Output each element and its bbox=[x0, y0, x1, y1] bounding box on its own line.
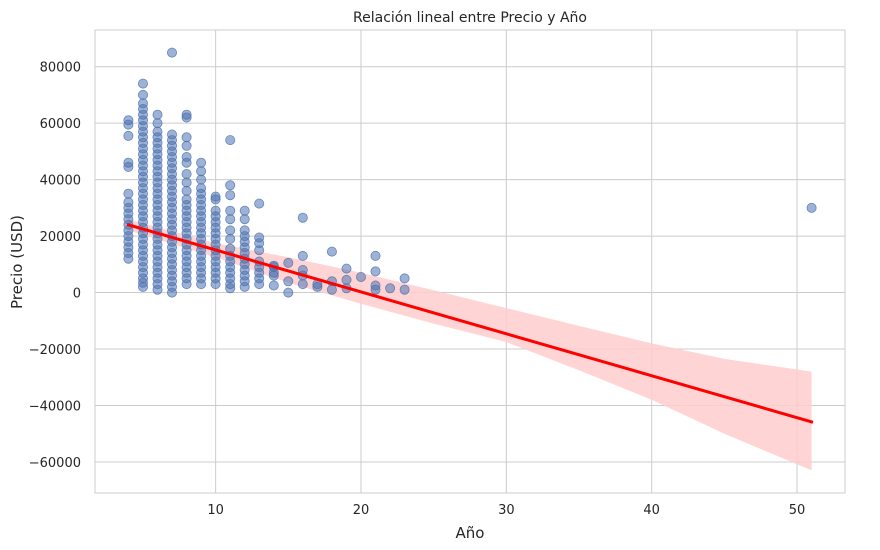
data-point bbox=[370, 250, 381, 261]
y-tick-labels: −60000 −40000 −20000 0 20000 40000 60000 80000 bbox=[29, 61, 81, 471]
data-point bbox=[181, 177, 192, 188]
x-axis-title: Año bbox=[456, 524, 485, 542]
data-point bbox=[196, 183, 207, 194]
x-tick-label: 50 bbox=[789, 503, 806, 518]
data-point bbox=[370, 266, 381, 277]
data-point bbox=[355, 271, 366, 282]
data-point bbox=[123, 130, 134, 141]
data-point bbox=[123, 115, 134, 126]
data-point bbox=[326, 284, 337, 295]
y-tick-label: 20000 bbox=[40, 230, 81, 245]
data-point bbox=[239, 205, 250, 216]
grid-lines bbox=[95, 30, 845, 493]
y-tick-label: 0 bbox=[73, 287, 81, 302]
data-point bbox=[225, 214, 236, 225]
data-point bbox=[181, 194, 192, 205]
data-point bbox=[254, 232, 265, 243]
data-point bbox=[239, 214, 250, 225]
data-point bbox=[181, 168, 192, 179]
chart-title: Relación lineal entre Precio y Año bbox=[353, 10, 587, 26]
data-point bbox=[225, 180, 236, 191]
x-tick-label: 30 bbox=[498, 503, 515, 518]
data-point bbox=[341, 263, 352, 274]
data-point bbox=[123, 188, 134, 199]
data-point bbox=[181, 140, 192, 151]
data-point bbox=[196, 157, 207, 168]
y-tick-label: 60000 bbox=[40, 117, 81, 132]
plot-frame bbox=[94, 29, 846, 494]
data-point bbox=[225, 205, 236, 216]
data-point bbox=[806, 202, 817, 213]
data-point bbox=[225, 225, 236, 236]
data-point bbox=[152, 126, 163, 137]
data-point bbox=[210, 191, 221, 202]
data-point bbox=[341, 274, 352, 285]
y-tick-label: 80000 bbox=[40, 61, 81, 76]
data-point bbox=[370, 280, 381, 291]
data-point bbox=[137, 89, 148, 100]
data-point bbox=[181, 109, 192, 120]
regression-line bbox=[126, 222, 814, 424]
data-point bbox=[326, 246, 337, 257]
x-tick-label: 20 bbox=[353, 503, 370, 518]
data-point bbox=[166, 129, 177, 140]
data-point bbox=[196, 166, 207, 177]
data-point bbox=[399, 284, 410, 295]
x-tick-label: 10 bbox=[207, 503, 224, 518]
data-point bbox=[225, 190, 236, 201]
data-point bbox=[225, 135, 236, 146]
x-tick-labels: 10 20 30 40 50 bbox=[207, 503, 805, 518]
y-tick-label: −40000 bbox=[29, 399, 81, 414]
data-point bbox=[196, 174, 207, 185]
data-point bbox=[137, 78, 148, 89]
data-point bbox=[268, 280, 279, 291]
data-point bbox=[283, 287, 294, 298]
data-point bbox=[254, 198, 265, 209]
y-tick-label: 40000 bbox=[40, 174, 81, 189]
x-tick-label: 40 bbox=[643, 503, 660, 518]
data-point bbox=[181, 151, 192, 162]
data-point bbox=[152, 118, 163, 129]
data-point bbox=[181, 185, 192, 196]
data-point bbox=[283, 257, 294, 268]
y-tick-label: −20000 bbox=[29, 343, 81, 358]
data-point bbox=[239, 225, 250, 236]
data-point bbox=[283, 276, 294, 287]
data-point bbox=[123, 197, 134, 208]
data-point bbox=[399, 273, 410, 284]
y-tick-label: −60000 bbox=[29, 456, 81, 471]
data-point bbox=[385, 283, 396, 294]
data-point bbox=[297, 250, 308, 261]
regression-line-layer bbox=[126, 222, 814, 424]
data-point bbox=[152, 109, 163, 120]
data-point bbox=[297, 279, 308, 290]
data-point bbox=[137, 98, 148, 109]
data-point bbox=[297, 212, 308, 223]
y-axis-title: Precio (USD) bbox=[8, 215, 26, 309]
data-point bbox=[166, 47, 177, 58]
data-point bbox=[210, 205, 221, 216]
data-point bbox=[181, 132, 192, 143]
data-point bbox=[123, 157, 134, 168]
data-point bbox=[225, 233, 236, 244]
